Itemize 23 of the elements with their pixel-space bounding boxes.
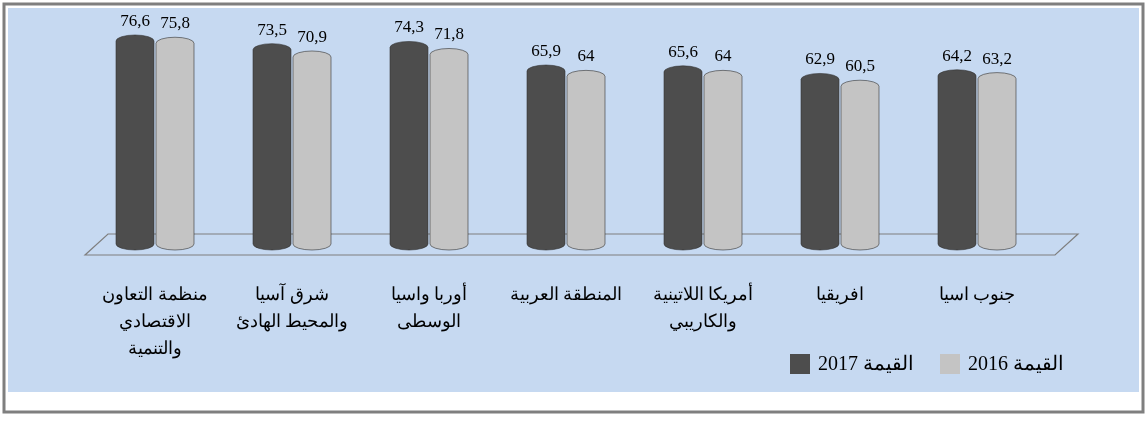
- data-label: 65,6: [668, 41, 698, 61]
- legend-label: القيمة 2016: [968, 352, 1064, 374]
- x-tick-label: المنطقة العربية: [509, 284, 623, 305]
- data-label: 64: [714, 46, 732, 66]
- x-tick-label: أوربا واسيا الوسطى: [390, 282, 468, 332]
- data-label: 65,9: [531, 41, 561, 61]
- data-label: 60,5: [845, 56, 875, 76]
- x-tick-label: شرق آسيا والمحيط الهادئ: [235, 283, 349, 332]
- data-label: 64: [577, 46, 595, 66]
- data-label: 76,6: [120, 11, 150, 30]
- data-label: 70,9: [297, 27, 327, 46]
- data-label: 73,5: [257, 19, 287, 39]
- legend-label: القيمة 2017: [818, 352, 914, 374]
- data-label: 75,8: [160, 13, 190, 33]
- data-label: 64,2: [942, 45, 972, 65]
- data-label: 74,3: [394, 17, 424, 37]
- data-label: 62,9: [805, 49, 835, 69]
- data-label: 71,8: [434, 24, 464, 44]
- x-tick-label: أمريكا اللاتينية والكاريبي: [652, 282, 754, 332]
- x-tick-label: افريقيا: [816, 284, 864, 305]
- x-tick-label: منظمة التعاون الاقتصادي والتنمية: [102, 284, 208, 359]
- x-tick-label: جنوب اسيا: [938, 284, 1016, 305]
- data-label: 63,2: [982, 48, 1012, 68]
